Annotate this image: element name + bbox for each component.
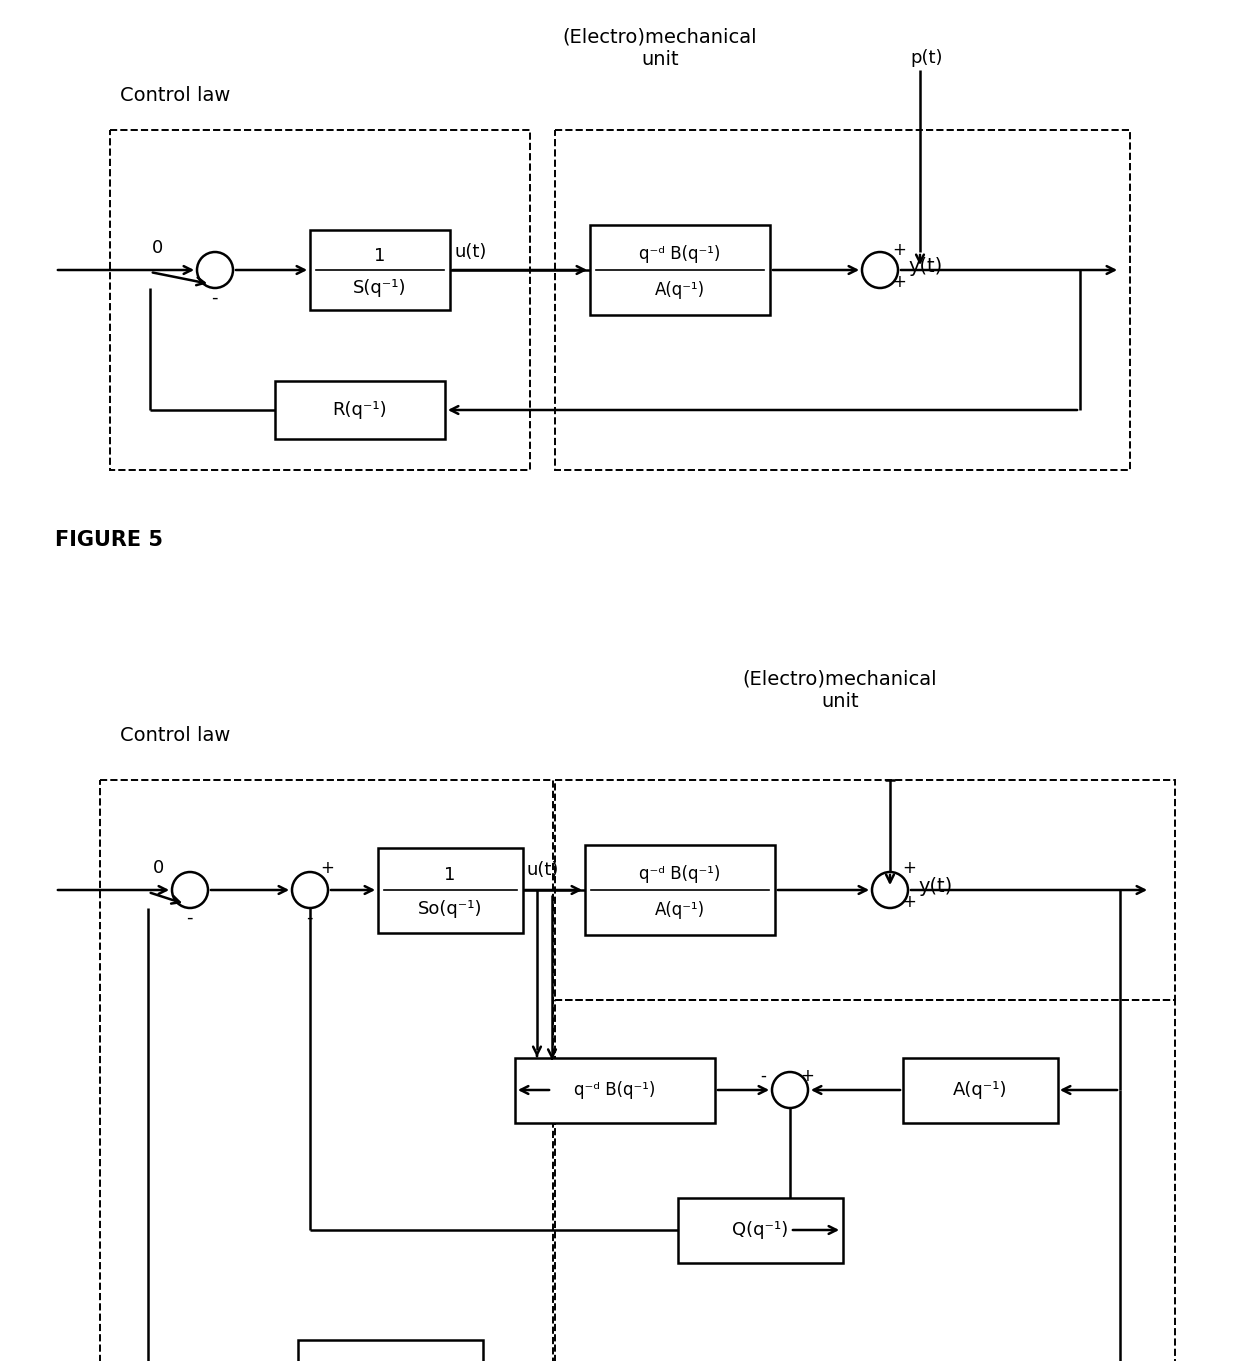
- Text: R(q⁻¹): R(q⁻¹): [332, 401, 387, 419]
- Text: p(t): p(t): [910, 49, 942, 67]
- Text: A(q⁻¹): A(q⁻¹): [655, 280, 706, 299]
- Text: -: -: [760, 1067, 766, 1085]
- Bar: [110, 131, 529, 470]
- Bar: [585, 845, 775, 935]
- Text: -: -: [306, 909, 312, 927]
- Text: q⁻ᵈ B(q⁻¹): q⁻ᵈ B(q⁻¹): [640, 245, 720, 263]
- Text: S(q⁻¹): S(q⁻¹): [353, 279, 407, 297]
- Text: +: +: [901, 893, 916, 911]
- Text: A(q⁻¹): A(q⁻¹): [655, 901, 706, 919]
- Text: +: +: [901, 859, 916, 876]
- Circle shape: [872, 872, 908, 908]
- Text: q⁻ᵈ B(q⁻¹): q⁻ᵈ B(q⁻¹): [574, 1081, 656, 1098]
- Text: FIGURE 5: FIGURE 5: [55, 529, 162, 550]
- Bar: [590, 225, 770, 314]
- Bar: [275, 381, 445, 440]
- Text: (Electro)mechanical
unit: (Electro)mechanical unit: [743, 670, 937, 710]
- Bar: [556, 1000, 1176, 1361]
- Bar: [100, 780, 553, 1361]
- Circle shape: [862, 252, 898, 289]
- Text: 0: 0: [153, 859, 164, 876]
- Bar: [377, 848, 522, 932]
- Text: u(t): u(t): [454, 244, 486, 261]
- Text: (Electro)mechanical
unit: (Electro)mechanical unit: [563, 27, 758, 68]
- Text: +: +: [800, 1067, 813, 1085]
- Text: +: +: [892, 241, 906, 259]
- Text: y(t): y(t): [908, 256, 942, 275]
- Bar: [515, 1057, 715, 1123]
- Text: q⁻ᵈ B(q⁻¹): q⁻ᵈ B(q⁻¹): [640, 864, 720, 883]
- Text: +: +: [892, 274, 906, 291]
- Text: +: +: [320, 859, 334, 876]
- Circle shape: [197, 252, 233, 289]
- Bar: [310, 230, 450, 310]
- Text: 1: 1: [374, 246, 386, 264]
- Bar: [903, 1057, 1058, 1123]
- Circle shape: [172, 872, 208, 908]
- Text: -: -: [186, 909, 192, 927]
- Bar: [556, 780, 1176, 1000]
- Text: A(q⁻¹): A(q⁻¹): [952, 1081, 1007, 1098]
- Text: So(q⁻¹): So(q⁻¹): [418, 900, 482, 917]
- Text: 1: 1: [444, 866, 455, 883]
- Bar: [298, 1341, 482, 1361]
- Circle shape: [773, 1072, 808, 1108]
- Text: Control law: Control law: [120, 725, 231, 744]
- Bar: [677, 1198, 842, 1263]
- Text: Control law: Control law: [120, 86, 231, 105]
- Text: u(t): u(t): [526, 862, 558, 879]
- Text: y(t): y(t): [918, 876, 952, 896]
- Circle shape: [291, 872, 329, 908]
- Text: -: -: [211, 289, 217, 308]
- Text: 0: 0: [153, 240, 164, 257]
- Text: Q(q⁻¹): Q(q⁻¹): [732, 1221, 789, 1239]
- Bar: [556, 131, 1130, 470]
